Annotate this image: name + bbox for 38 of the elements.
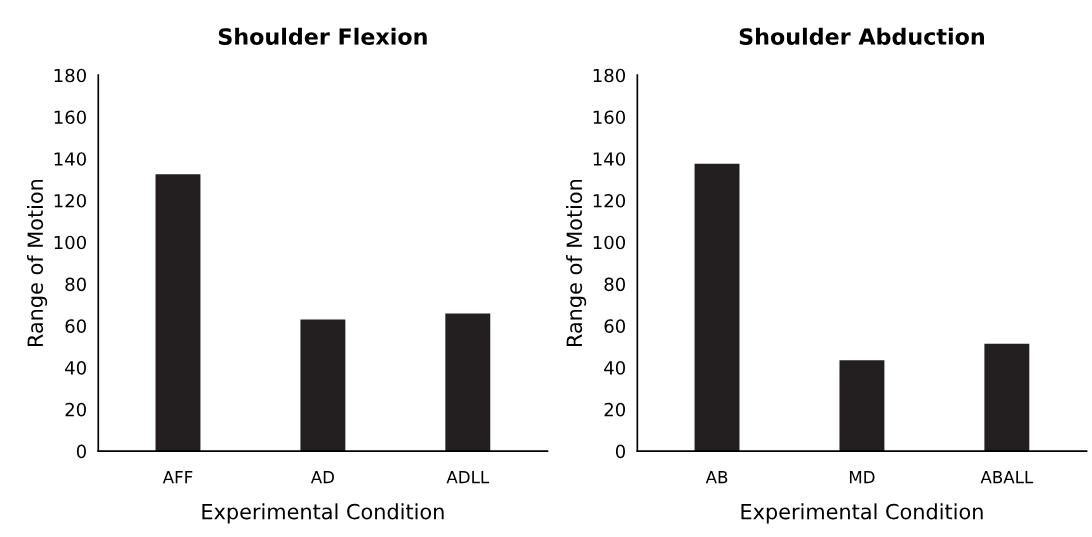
y-tick-label: 100 (593, 235, 626, 250)
bar (155, 174, 201, 452)
y-tick-label: 20 (65, 402, 86, 417)
bar (984, 343, 1030, 452)
y-tick-label: 40 (604, 361, 626, 375)
y-axis-title: Range of Motion (26, 179, 48, 347)
y-tick-label: 120 (54, 193, 86, 208)
bar (694, 163, 740, 452)
y-tick-label: 180 (593, 68, 626, 83)
y-tick-label: 60 (65, 319, 86, 333)
y-tick-label: 80 (65, 277, 86, 292)
bar (839, 360, 885, 452)
y-tick-label: 0 (76, 444, 86, 459)
y-tick-label: 180 (54, 68, 86, 83)
x-tick-label: MD (849, 471, 875, 484)
y-tick-label: 0 (615, 444, 626, 459)
y-tick-label: 160 (54, 110, 86, 125)
y-tick-label: 140 (54, 152, 86, 166)
bar (445, 313, 491, 452)
y-tick-label: 140 (593, 152, 626, 166)
bar (300, 319, 346, 452)
x-tick-label: AB (705, 471, 728, 484)
x-tick-label: AD (310, 471, 335, 484)
x-tick-label: ABALL (980, 471, 1034, 484)
x-axis-title: Experimental Condition (202, 503, 444, 524)
y-tick-label: 160 (593, 110, 626, 125)
x-tick-label: AFF (162, 471, 193, 484)
y-tick-label: 60 (604, 319, 626, 333)
chart-title: Shoulder Abduction (739, 27, 984, 45)
y-axis-title: Range of Motion (566, 179, 587, 347)
x-tick-label: ADLL (446, 471, 490, 484)
y-tick-label: 120 (593, 193, 626, 208)
x-axis-title: Experimental Condition (741, 503, 983, 524)
y-tick-label: 20 (604, 402, 626, 417)
y-tick-label: 100 (54, 235, 86, 250)
y-tick-label: 80 (604, 277, 626, 292)
y-tick-label: 40 (65, 361, 86, 375)
chart-title: Shoulder Flexion (218, 27, 427, 45)
